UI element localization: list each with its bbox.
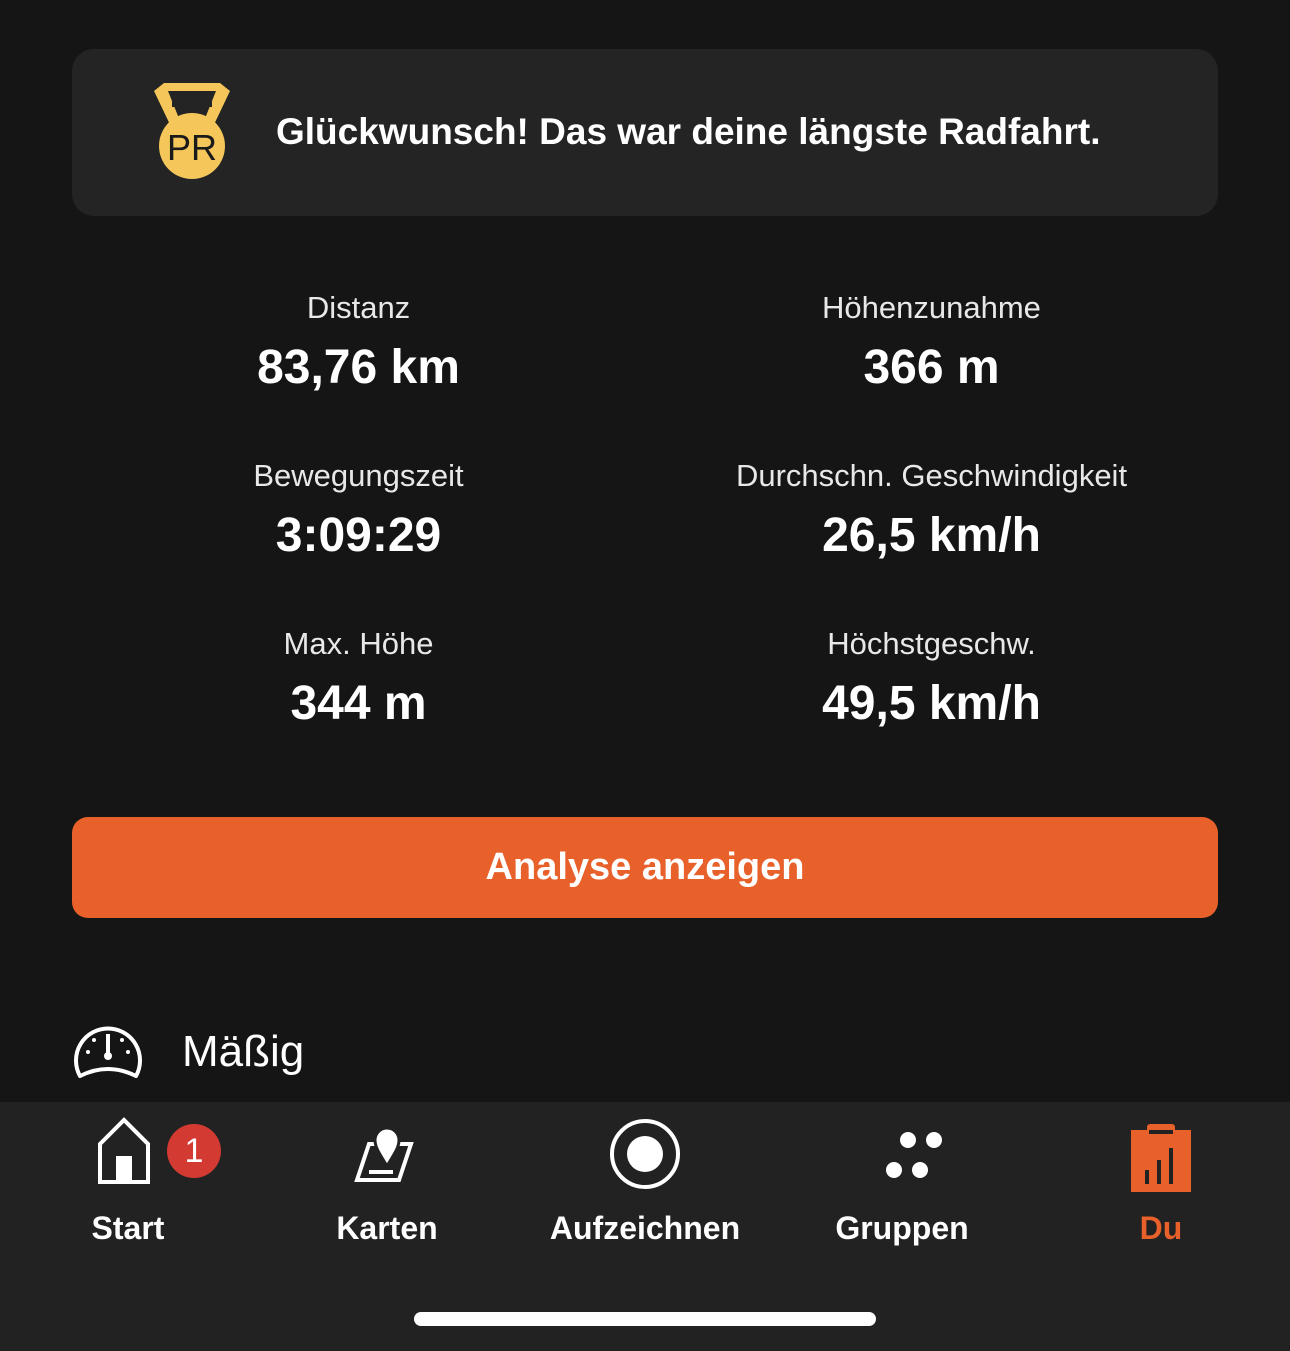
stat-label: Max. Höhe — [283, 626, 434, 661]
tab-label: Gruppen — [835, 1210, 969, 1246]
stat-max-elevation: Max. Höhe 344 m — [72, 626, 645, 731]
tab-groups[interactable]: Gruppen — [792, 1114, 1012, 1247]
tab-label: Karten — [336, 1210, 438, 1246]
stat-avg-speed: Durchschn. Geschwindigkeit 26,5 km/h — [645, 458, 1218, 563]
stat-label: Durchschn. Geschwindigkeit — [735, 458, 1128, 493]
home-icon — [98, 1117, 150, 1184]
stat-value: 344 m — [290, 677, 427, 730]
stat-label: Höhenzunahme — [822, 290, 1041, 325]
tab-maps[interactable]: Karten — [277, 1114, 497, 1247]
tab-label: Aufzeichnen — [549, 1210, 741, 1246]
map-icon — [354, 1126, 414, 1182]
pr-message: Glückwunsch! Das war deine längste Radfa… — [276, 111, 1101, 152]
stat-label: Höchstgeschw. — [827, 626, 1036, 661]
stat-max-speed: Höchstgeschw. 49,5 km/h — [645, 626, 1218, 731]
tab-you[interactable]: Du — [1051, 1114, 1271, 1247]
stat-value: 83,76 km — [257, 341, 460, 394]
pr-banner: PR Glückwunsch! Das war deine längste Ra… — [72, 49, 1218, 216]
stat-label: Distanz — [306, 290, 411, 325]
stat-value: 366 m — [863, 341, 1000, 394]
record-icon — [610, 1119, 680, 1189]
profile-stats-icon — [1131, 1124, 1191, 1192]
gauge-icon — [74, 1026, 142, 1078]
stat-elevation-gain: Höhenzunahme 366 m — [645, 290, 1218, 395]
bottom-nav: Start 1 Karten Aufzeichnen Gruppen — [0, 1102, 1290, 1351]
tab-label: Du — [1139, 1210, 1183, 1246]
tab-record[interactable]: Aufzeichnen — [535, 1114, 755, 1247]
pr-medal-icon: PR — [154, 83, 230, 179]
stat-value: 49,5 km/h — [822, 677, 1041, 730]
home-indicator[interactable] — [414, 1312, 876, 1326]
groups-icon — [886, 1132, 942, 1178]
effort-label: Mäßig — [182, 1027, 305, 1076]
svg-text:PR: PR — [167, 127, 217, 168]
notification-badge: 1 — [167, 1124, 221, 1178]
stat-distance: Distanz 83,76 km — [72, 290, 645, 395]
stat-moving-time: Bewegungszeit 3:09:29 — [72, 458, 645, 563]
stat-value: 3:09:29 — [275, 509, 442, 562]
show-analysis-button[interactable]: Analyse anzeigen — [72, 817, 1218, 918]
perceived-effort[interactable]: Mäßig — [72, 1020, 304, 1084]
tab-label: Start — [91, 1210, 165, 1246]
tab-start[interactable]: Start 1 — [18, 1114, 238, 1247]
stat-value: 26,5 km/h — [822, 509, 1041, 562]
stat-label: Bewegungszeit — [253, 458, 464, 493]
